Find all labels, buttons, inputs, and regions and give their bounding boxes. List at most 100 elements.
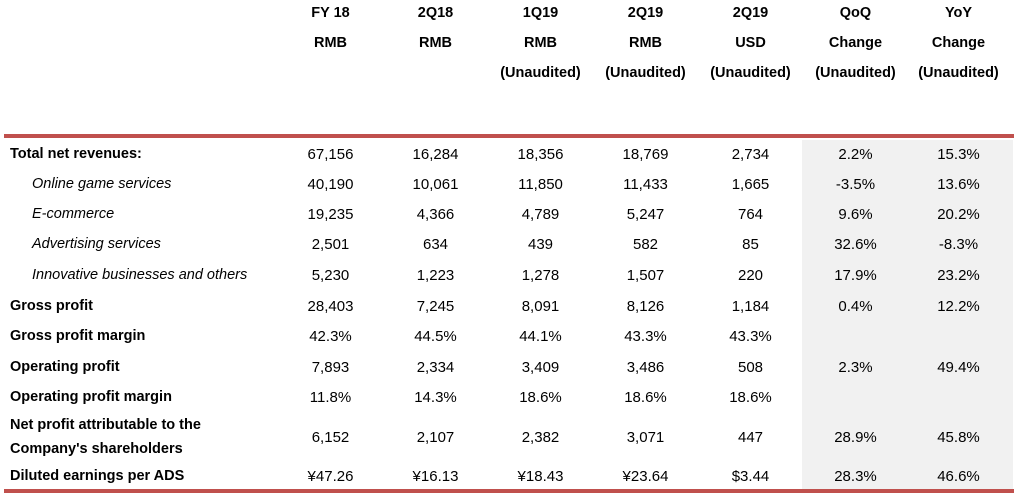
column-header-line: (Unaudited) [605,65,686,81]
table-cell: 44.5% [414,327,457,345]
header-rule [4,134,1014,138]
table-cell: 17.9% [834,266,877,284]
column-header-line: RMB [313,35,348,51]
column-header-line: Change [828,35,883,51]
table-cell: 28,403 [307,297,354,315]
row-label: Online game services [32,176,172,192]
table-cell: 3,409 [521,358,560,376]
table-cell: ¥16.13 [412,467,459,485]
table-cell: 18,769 [622,145,669,163]
row-label: E-commerce [32,206,115,222]
table-cell: 3,486 [626,358,665,376]
table-cell: 43.3% [729,327,772,345]
column-header: 2Q19 RMB (Unaudited) [593,0,698,100]
table-cell: 2,107 [416,428,455,446]
table-cell: 18.6% [624,388,667,406]
table-cell: -3.5% [835,175,876,193]
table-cell: 85 [742,235,759,253]
footer-rule [4,489,1014,493]
table-cell: 0.4% [838,297,873,315]
table-cell: 28.3% [834,467,877,485]
column-header-line: 2Q19 [732,5,769,21]
table-cell: 1,184 [731,297,770,315]
column-header-line: USD [735,35,766,51]
column-header-line: FY 18 [311,5,350,21]
table-cell: 1,223 [416,266,455,284]
table-row: Advertising services 2,501 634 439 582 85 32.6… [0,230,1018,258]
table-cell: 11.8% [309,388,352,406]
table-cell: 18,356 [517,145,564,163]
table-cell: 447 [737,428,764,446]
table-cell: 4,789 [521,205,560,223]
table-cell: 11,850 [518,175,563,193]
table-cell: 1,278 [521,266,560,284]
table-cell: 220 [737,266,764,284]
table-cell: 28.9% [834,428,877,446]
column-header-line: YoY [944,5,973,21]
table-cell: 45.8% [937,428,980,446]
table-cell: 5,247 [626,205,665,223]
table-cell: 7,245 [416,297,455,315]
column-header-line: 2Q18 [417,5,454,21]
column-header: 2Q18 RMB [383,0,488,100]
table-cell: ¥18.43 [517,467,564,485]
row-label: Diluted earnings per ADS [10,468,185,484]
table-cell: 4,366 [416,205,455,223]
table-cell: 16,284 [412,145,459,163]
table-cell: 1,507 [626,266,665,284]
table-row: Net profit attributable to the Company's… [0,413,1018,461]
table-cell: 40,190 [307,175,354,193]
table-cell: ¥23.64 [622,467,669,485]
row-label: Gross profit [10,298,93,314]
table-cell: 2,501 [311,235,350,253]
table-cell: 44.1% [519,327,562,345]
table-cell: 19,235 [307,205,354,223]
table-cell: 634 [422,235,449,253]
row-label: Operating profit margin [10,389,172,405]
column-header-line: (Unaudited) [918,65,999,81]
table-cell: $3.44 [731,467,770,485]
row-label: Total net revenues: [10,146,142,162]
column-header-line: RMB [418,35,453,51]
table-cell: 13.6% [937,175,980,193]
column-header: QoQ Change (Unaudited) [803,0,908,100]
table-cell: 764 [737,205,764,223]
table-cell: 2.2% [838,145,873,163]
table-cell: 2.3% [838,358,873,376]
column-header-line: (Unaudited) [815,65,896,81]
column-header-line: (Unaudited) [710,65,791,81]
table-row: Gross profit margin 42.3% 44.5% 44.1% 43.3% 4… [0,322,1018,350]
column-header-line: RMB [628,35,663,51]
table-cell: 46.6% [937,467,980,485]
table-cell: -8.3% [938,235,979,253]
table-cell: 43.3% [624,327,667,345]
column-header-line: 1Q19 [522,5,559,21]
table-cell: 9.6% [838,205,873,223]
column-header: 2Q19 USD (Unaudited) [698,0,803,100]
row-label: Gross profit margin [10,328,146,344]
table-cell [906,383,1011,411]
table-cell: 7,893 [311,358,350,376]
table-cell: 32.6% [834,235,877,253]
table-cell: 15.3% [937,145,980,163]
table-cell: 1,665 [731,175,770,193]
column-header: FY 18 RMB [278,0,383,100]
table-cell: ¥47.26 [307,467,354,485]
column-header-line: Change [931,35,986,51]
table-cell [906,322,1011,350]
table-cell [803,383,908,411]
table-cell: 2,334 [416,358,455,376]
table-cell: 49.4% [937,358,980,376]
table-cell: 508 [737,358,764,376]
table-row: Diluted earnings per ADS ¥47.26 ¥16.13 ¥18.… [0,462,1018,490]
table-cell [803,322,908,350]
table-cell: 18.6% [519,388,562,406]
table-cell: 5,230 [311,266,350,284]
table-row: Gross profit 28,403 7,245 8,091 8,126 1,184 0.… [0,292,1018,320]
table-row: Innovative businesses and others 5,230 1,2… [0,261,1018,289]
table-cell: 2,382 [521,428,560,446]
row-label: Innovative businesses and others [32,267,248,283]
column-header-line: RMB [523,35,558,51]
table-row: Operating profit 7,893 2,334 3,409 3,486 508 2… [0,353,1018,381]
table-cell: 6,152 [311,428,350,446]
